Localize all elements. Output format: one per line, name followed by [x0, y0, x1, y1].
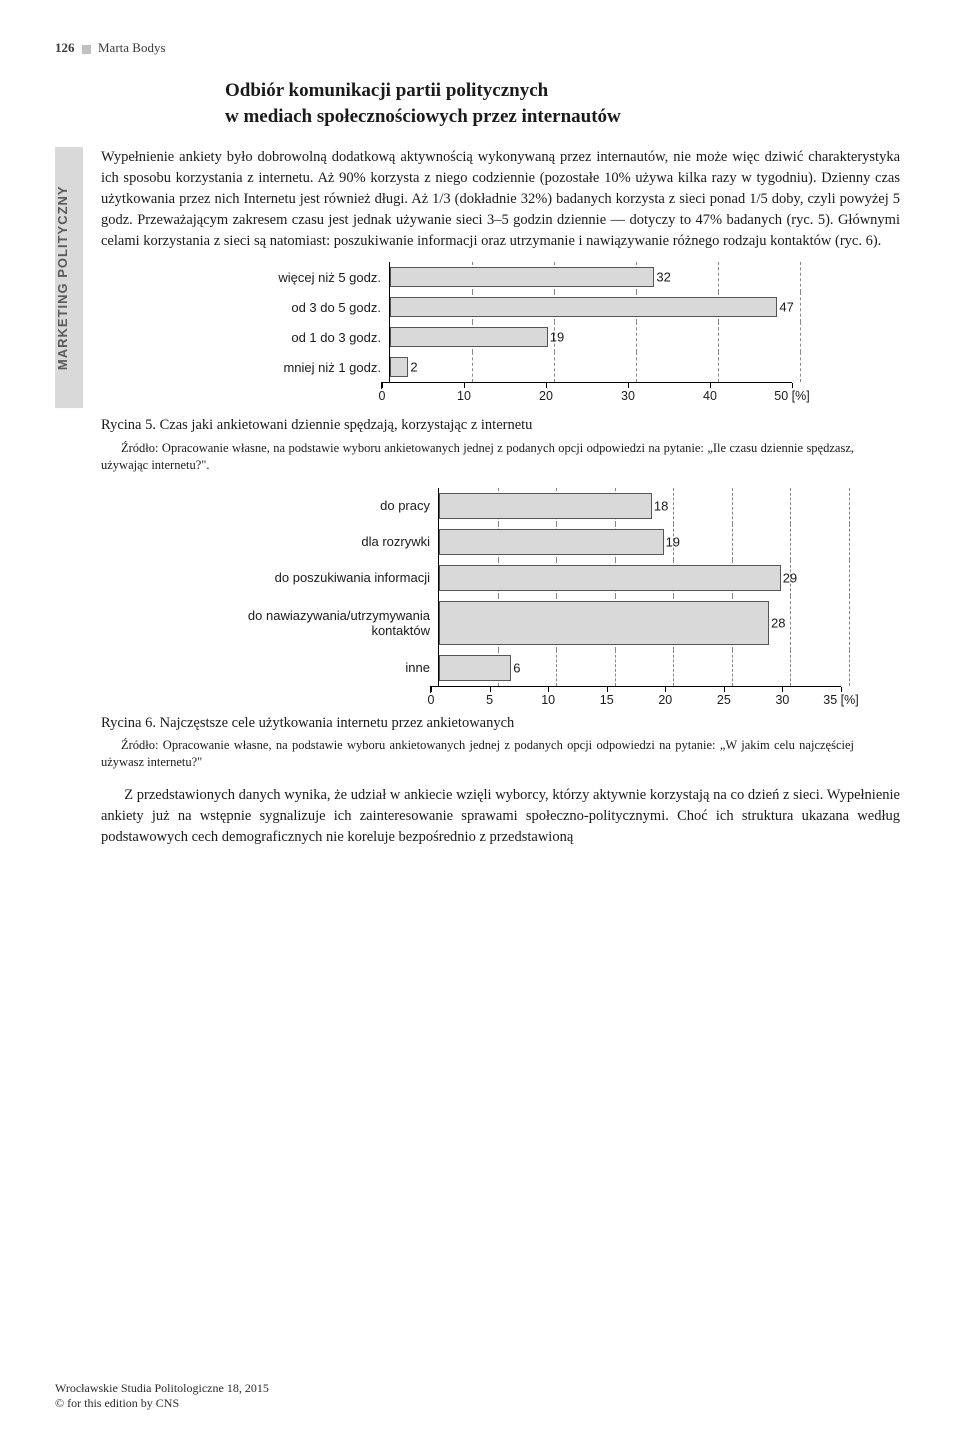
axis-tick-label: 35 [%]	[823, 693, 858, 707]
axis-tick-label: 25	[717, 693, 731, 707]
chart-bar	[439, 529, 664, 555]
axis-tick-label: 20	[539, 389, 553, 403]
axis-tick-label: 20	[658, 693, 672, 707]
chart-value-label: 29	[783, 570, 797, 585]
chart-bar	[439, 655, 511, 681]
chart-category-label: inne	[205, 660, 438, 675]
axis-tick-label: 40	[703, 389, 717, 403]
chart-category-label: do nawiazywania/utrzymywaniakontaktów	[205, 608, 438, 638]
header-square-icon	[82, 45, 91, 54]
chart-category-label: więcej niż 5 godz.	[253, 270, 389, 285]
chart-time-spent: więcej niż 5 godz. 32 od 3 do 5 godz. 47 od …	[253, 262, 900, 404]
axis-tick-label: 30	[621, 389, 635, 403]
chart-category-label: dla rozrywki	[205, 534, 438, 549]
chart-value-label: 28	[771, 615, 785, 630]
axis-tick-label: 30	[775, 693, 789, 707]
section-title: Odbiór komunikacji partii politycznych w…	[225, 78, 900, 129]
chart-bar	[390, 327, 548, 347]
chart-value-label: 18	[654, 498, 668, 513]
chart-value-label: 19	[550, 330, 564, 345]
footer: Wrocławskie Studia Politologiczne 18, 20…	[55, 1381, 269, 1412]
chart-bar	[439, 565, 781, 591]
chart-bar	[439, 493, 652, 519]
page-number: 126	[55, 40, 75, 55]
sidebar-marketing-label: MARKETING POLITYCZNY	[55, 147, 83, 408]
chart-category-label: od 3 do 5 godz.	[253, 300, 389, 315]
running-header: 126 Marta Bodys	[55, 40, 900, 56]
figure6-source: Źródło: Opracowanie własne, na podstawie…	[101, 737, 854, 771]
chart-category-label: mniej niż 1 godz.	[253, 360, 389, 375]
figure5-source: Źródło: Opracowanie własne, na podstawie…	[101, 440, 854, 474]
header-author: Marta Bodys	[98, 40, 166, 55]
chart-value-label: 32	[656, 270, 670, 285]
axis-tick-label: 15	[600, 693, 614, 707]
footer-copyright: © for this edition by CNS	[55, 1396, 179, 1410]
axis-tick-label: 10	[541, 693, 555, 707]
figure5-caption: Rycina 5. Czas jaki ankietowani dziennie…	[101, 416, 900, 436]
chart-value-label: 2	[410, 360, 417, 375]
axis-tick-label: 50 [%]	[774, 389, 809, 403]
chart-bar	[390, 297, 777, 317]
chart-value-label: 47	[779, 300, 793, 315]
axis-tick-label: 0	[428, 693, 435, 707]
axis-tick-label: 10	[457, 389, 471, 403]
paragraph-conclusion: Z przedstawionych danych wynika, że udzi…	[101, 785, 900, 848]
chart-value-label: 19	[666, 534, 680, 549]
axis-tick-label: 0	[379, 389, 386, 403]
chart-category-label: od 1 do 3 godz.	[253, 330, 389, 345]
footer-journal: Wrocławskie Studia Politologiczne 18, 20…	[55, 1381, 269, 1395]
chart-category-label: do poszukiwania informacji	[205, 570, 438, 585]
chart-value-label: 6	[513, 660, 520, 675]
chart-bar	[390, 267, 654, 287]
chart-bar	[439, 601, 769, 645]
chart-bar	[390, 357, 408, 377]
chart-category-label: do pracy	[205, 498, 438, 513]
figure6-caption: Rycina 6. Najczęstsze cele użytkowania i…	[101, 714, 900, 734]
paragraph-intro: Wypełnienie ankiety było dobrowolną doda…	[101, 147, 900, 252]
axis-tick-label: 5	[486, 693, 493, 707]
chart-usage-purpose: do pracy 18 dla rozrywki 19 do poszukiwania …	[205, 488, 900, 708]
